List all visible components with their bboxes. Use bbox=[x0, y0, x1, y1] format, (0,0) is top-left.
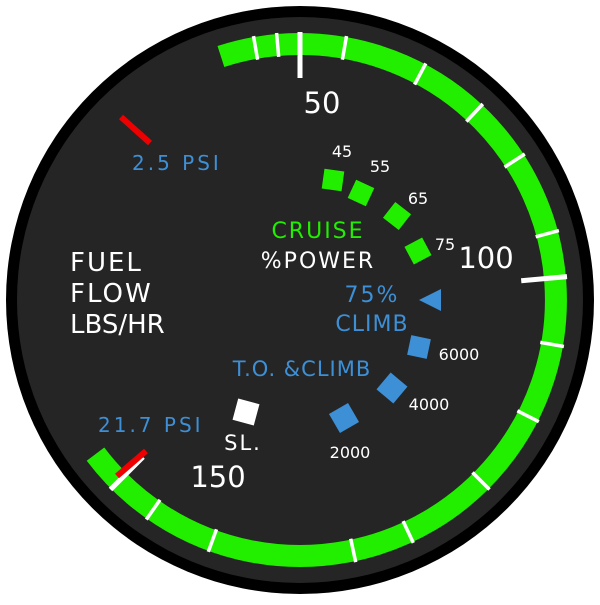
climb-percent-label: 75% bbox=[345, 283, 400, 308]
green-operating-arc bbox=[86, 33, 567, 567]
minor-tick-mark bbox=[348, 538, 358, 563]
sea-level-marker bbox=[232, 398, 260, 426]
cruise-mark-label-75: 75 bbox=[435, 235, 455, 254]
major-tick-mark bbox=[108, 455, 145, 492]
cruise-percent-power-label: %POWER bbox=[261, 249, 375, 274]
climb-altitude-label-6000: 6000 bbox=[439, 345, 480, 364]
cruise-marker-75 bbox=[404, 237, 432, 265]
minor-tick-mark bbox=[413, 62, 428, 86]
minor-tick-mark bbox=[540, 340, 565, 349]
minor-tick-mark bbox=[471, 471, 491, 491]
gauge-title-line-1: FUEL bbox=[70, 248, 143, 278]
minor-tick-mark bbox=[340, 35, 349, 60]
climb-marker-6000 bbox=[407, 335, 431, 359]
climb-marker-2000 bbox=[328, 402, 360, 434]
climb-altitude-label-2000: 2000 bbox=[330, 443, 371, 462]
climb-altitude-label-4000: 4000 bbox=[409, 395, 450, 414]
scale-label-100: 100 bbox=[458, 241, 513, 275]
high-pressure-limit-line bbox=[115, 448, 148, 479]
cruise-marker-45 bbox=[321, 168, 345, 192]
scale-label-150: 150 bbox=[190, 460, 245, 494]
climb-heading: CLIMB bbox=[335, 312, 408, 337]
low-pressure-limit-line bbox=[118, 114, 153, 146]
high-psi-label: 21.7 PSI bbox=[98, 413, 204, 437]
minor-tick-mark bbox=[401, 520, 415, 544]
gauge-title-line-2: FLOW bbox=[70, 279, 153, 309]
cruise-marker-65 bbox=[382, 201, 412, 231]
minor-tick-mark bbox=[144, 498, 162, 521]
minor-tick-mark bbox=[274, 32, 281, 58]
cruise-heading: CRUISE bbox=[271, 219, 364, 244]
cruise-mark-label-65: 65 bbox=[408, 189, 428, 208]
minor-tick-mark bbox=[535, 228, 560, 239]
climb-marker-4000 bbox=[376, 372, 408, 404]
takeoff-climb-heading: T.O. &CLIMB bbox=[232, 357, 372, 381]
minor-tick-mark bbox=[503, 152, 526, 169]
minor-tick-mark bbox=[206, 528, 219, 553]
cruise-mark-label-55: 55 bbox=[370, 157, 390, 176]
minor-tick-mark bbox=[516, 409, 540, 424]
scale-label-50: 50 bbox=[304, 86, 341, 120]
climb-75-percent-marker bbox=[419, 289, 441, 311]
cruise-marker-55 bbox=[347, 179, 375, 207]
cruise-mark-label-45: 45 bbox=[332, 142, 352, 161]
minor-tick-mark bbox=[251, 35, 260, 60]
low-psi-label: 2.5 PSI bbox=[132, 151, 222, 175]
minor-tick-mark bbox=[465, 102, 485, 123]
gauge-title-line-3: LBS/HR bbox=[70, 310, 165, 340]
scale-ticks bbox=[108, 32, 568, 563]
sea-level-label: SL. bbox=[224, 431, 262, 455]
major-tick-mark bbox=[520, 274, 568, 284]
gauge-face bbox=[17, 17, 583, 583]
